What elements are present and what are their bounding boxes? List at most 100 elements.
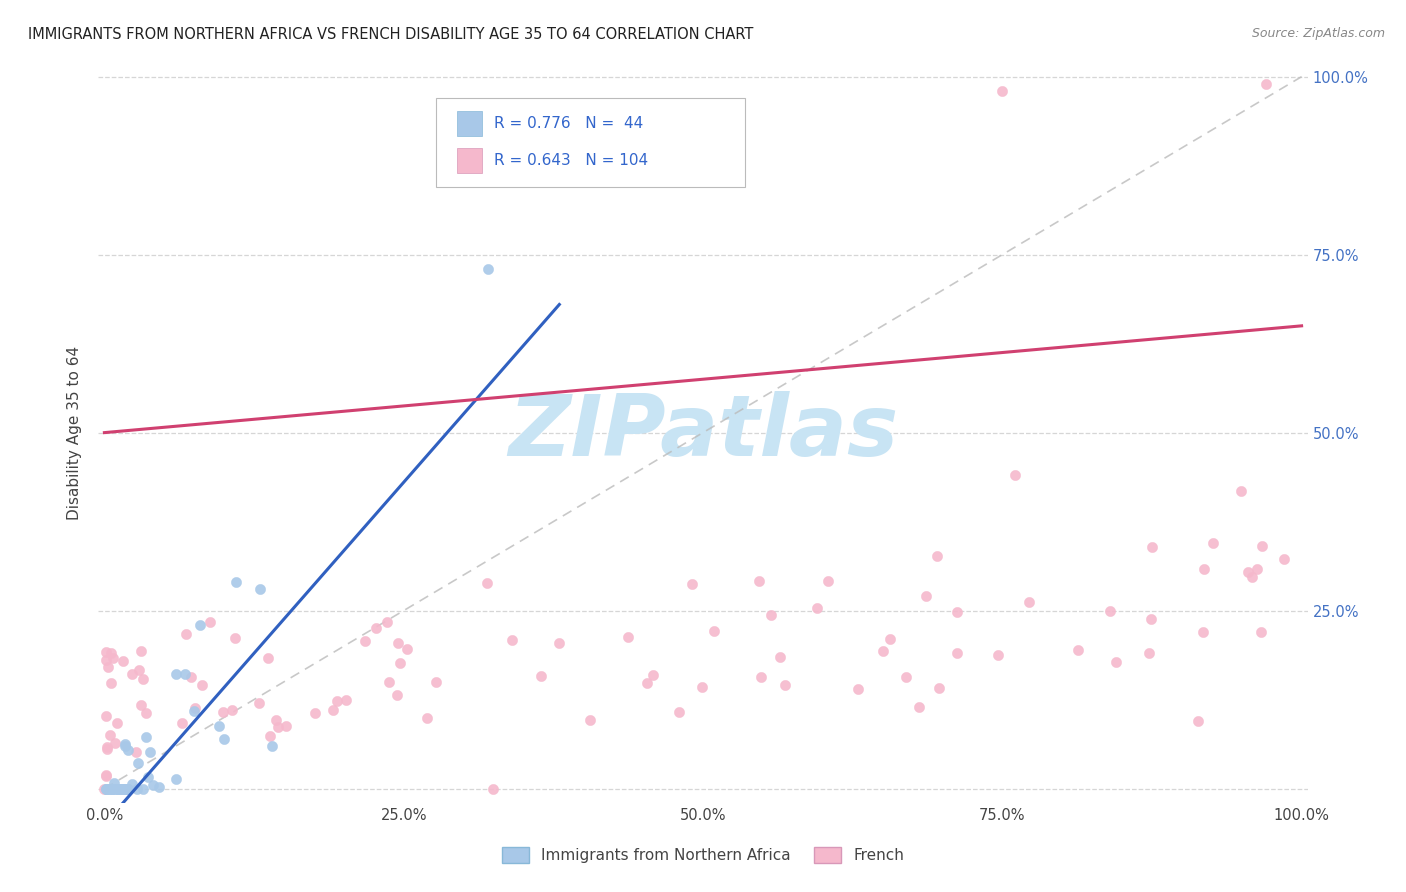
Point <box>121 667 143 681</box>
Point <box>335 693 357 707</box>
Point <box>1202 536 1225 550</box>
Point <box>1098 604 1121 618</box>
Point <box>132 781 155 796</box>
Point <box>225 575 247 590</box>
Point <box>191 678 214 692</box>
Point <box>117 743 139 757</box>
Point <box>879 632 901 646</box>
Point <box>1241 570 1264 584</box>
Point <box>111 654 134 668</box>
Point <box>100 781 122 796</box>
Point <box>165 666 187 681</box>
Point <box>907 700 929 714</box>
Point <box>946 605 969 619</box>
Point <box>385 688 408 702</box>
Point <box>128 663 150 677</box>
Point <box>224 631 246 645</box>
Point <box>97 781 120 796</box>
Point <box>748 574 770 588</box>
Text: IMMIGRANTS FROM NORTHERN AFRICA VS FRENCH DISABILITY AGE 35 TO 64 CORRELATION CH: IMMIGRANTS FROM NORTHERN AFRICA VS FRENC… <box>28 27 754 42</box>
Point <box>96 740 118 755</box>
Point <box>136 771 159 785</box>
Point <box>103 776 125 790</box>
Point <box>641 667 664 681</box>
Point <box>530 669 553 683</box>
Point <box>97 660 120 674</box>
Point <box>117 781 139 796</box>
Point <box>96 781 118 796</box>
Point <box>1192 624 1215 639</box>
Point <box>378 675 401 690</box>
Point <box>759 608 782 623</box>
Point <box>173 667 195 681</box>
Point <box>112 781 135 796</box>
Point <box>131 672 153 686</box>
Point <box>107 781 129 796</box>
Point <box>482 781 505 796</box>
Point <box>93 781 115 796</box>
Point <box>690 680 713 694</box>
Point <box>114 739 136 754</box>
Point <box>180 670 202 684</box>
Point <box>94 781 117 796</box>
Point <box>121 777 143 791</box>
Point <box>107 781 129 796</box>
Point <box>94 709 117 723</box>
Point <box>914 590 936 604</box>
Point <box>1104 656 1126 670</box>
Point <box>249 582 271 597</box>
Point <box>1140 540 1163 554</box>
Point <box>256 651 278 665</box>
Point <box>94 768 117 782</box>
Point <box>135 731 157 745</box>
Point <box>100 781 122 796</box>
Point <box>425 675 447 690</box>
Point <box>1018 595 1040 609</box>
Point <box>501 633 523 648</box>
Point <box>212 731 235 746</box>
Point <box>1004 468 1026 483</box>
Point <box>100 675 122 690</box>
Point <box>96 781 118 796</box>
Point <box>112 781 135 796</box>
Text: ZIPatlas: ZIPatlas <box>508 391 898 475</box>
Point <box>377 615 399 630</box>
Point <box>749 670 772 684</box>
Point <box>138 745 160 759</box>
Point <box>111 781 134 796</box>
Point <box>96 742 118 756</box>
Point <box>322 703 344 717</box>
Point <box>114 737 136 751</box>
Point <box>1254 77 1277 91</box>
Point <box>221 703 243 717</box>
Point <box>946 646 969 660</box>
Point <box>165 772 187 786</box>
Point <box>1251 539 1274 553</box>
Point <box>127 756 149 771</box>
Point <box>94 645 117 659</box>
Point <box>396 641 419 656</box>
Point <box>183 704 205 718</box>
Point <box>111 781 134 796</box>
Point <box>817 574 839 589</box>
Point <box>267 720 290 734</box>
Point <box>1192 562 1215 576</box>
Point <box>103 781 125 796</box>
Point <box>114 781 136 796</box>
Point <box>129 698 152 712</box>
Point <box>991 84 1014 98</box>
Point <box>894 670 917 684</box>
Point <box>172 715 194 730</box>
Point <box>326 694 349 708</box>
Point <box>260 739 283 753</box>
Point <box>416 711 439 725</box>
Point <box>1250 625 1272 640</box>
Text: Source: ZipAtlas.com: Source: ZipAtlas.com <box>1251 27 1385 40</box>
Point <box>264 714 287 728</box>
Point <box>928 681 950 695</box>
Point <box>94 653 117 667</box>
Point <box>1229 484 1251 499</box>
Point <box>100 646 122 660</box>
Point <box>703 624 725 638</box>
Point <box>616 630 638 644</box>
